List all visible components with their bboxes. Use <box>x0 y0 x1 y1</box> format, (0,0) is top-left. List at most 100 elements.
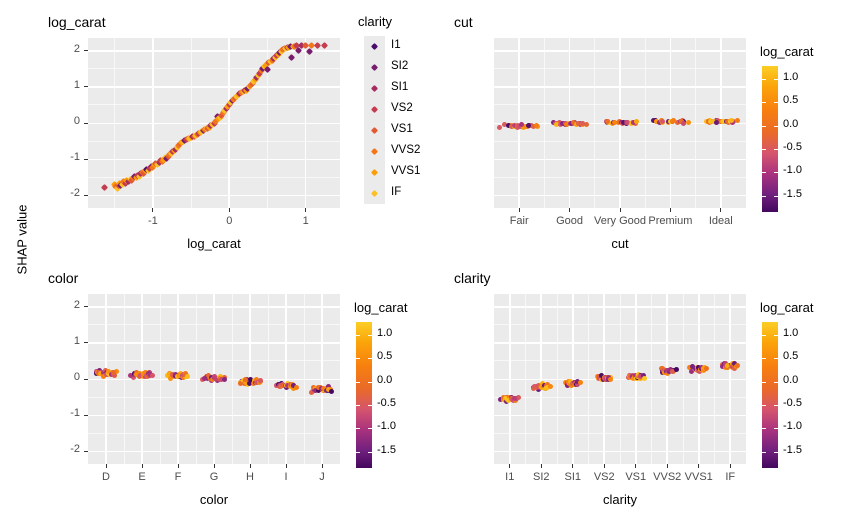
gridline-h-minor <box>88 140 340 142</box>
data-point <box>257 377 263 383</box>
data-point <box>670 368 676 374</box>
data-point <box>290 385 296 391</box>
y-tick-label: -2 <box>70 443 80 456</box>
x-tick-mark <box>635 464 637 468</box>
gridline-v-major <box>304 38 307 208</box>
data-point <box>579 120 585 126</box>
colorbar-tick <box>774 79 778 81</box>
colorbar-tick <box>774 172 778 174</box>
data-point <box>505 122 511 128</box>
gridline-v-major <box>729 294 732 464</box>
plot-area-cut <box>494 38 746 208</box>
x-tick-mark <box>572 464 574 468</box>
data-point <box>238 381 244 387</box>
gridline-v-major <box>152 38 154 208</box>
data-point <box>213 375 219 381</box>
data-point <box>502 122 508 128</box>
data-point <box>685 119 691 125</box>
colorbar-tick <box>774 451 778 453</box>
data-point <box>246 380 252 386</box>
data-point <box>725 362 731 368</box>
colorbar-tick <box>762 195 766 197</box>
colorbar-tick-label: -1.0 <box>783 164 802 177</box>
data-point <box>547 384 553 390</box>
data-point <box>530 123 536 129</box>
x-tick-mark <box>720 208 722 212</box>
gridline-v-minor <box>267 294 269 464</box>
colorbar-title: log_carat <box>760 300 814 315</box>
y-tick-mark <box>84 122 88 124</box>
gridline-v-major <box>508 294 511 464</box>
colorbar-tick-label: 0.0 <box>783 117 799 130</box>
x-tick-mark <box>729 464 731 468</box>
y-tick-mark <box>84 342 88 344</box>
data-point <box>689 364 695 370</box>
y-tick-mark <box>84 378 88 380</box>
legend-label: VS1 <box>391 123 413 135</box>
colorbar-tick <box>762 335 766 337</box>
x-tick-mark <box>698 464 700 468</box>
gridline-v-minor <box>195 294 197 464</box>
x-tick-label: 0 <box>226 215 233 227</box>
data-point <box>320 386 326 392</box>
data-point <box>100 373 106 379</box>
x-axis-title-clarity: clarity <box>603 492 637 507</box>
data-point <box>671 118 677 124</box>
gridline-v-minor <box>695 38 697 208</box>
y-tick-label: 0 <box>73 115 80 127</box>
y-tick-label: 0 <box>73 371 80 383</box>
x-tick-mark <box>603 464 605 468</box>
x-tick-mark <box>666 464 668 468</box>
y-tick-label: -1 <box>70 407 80 420</box>
y-tick-mark <box>84 450 88 452</box>
y-tick-label: -1 <box>70 151 80 164</box>
y-tick-label: 1 <box>73 334 80 347</box>
data-point <box>680 120 686 126</box>
legend-label: SI1 <box>391 81 409 93</box>
colorbar-title: log_carat <box>760 44 814 59</box>
x-tick-label: H <box>246 471 254 483</box>
gridline-v-major <box>285 294 287 464</box>
legend-clarity: clarity I1 SI2 SI1 VS2 VS1 VVS2 VVS1 IF <box>358 14 454 234</box>
gridline-h-minor <box>88 176 340 178</box>
colorbar-tick <box>368 428 372 430</box>
panel-cut: cut Fair Good Very Good Premium Ideal cut log_… <box>454 14 813 251</box>
y-tick-label: 2 <box>73 298 80 311</box>
plot-area-log_carat <box>88 38 340 208</box>
x-tick-label: G <box>209 471 219 483</box>
data-point <box>184 373 190 379</box>
data-point <box>735 363 741 369</box>
data-point <box>497 124 503 130</box>
x-tick-mark <box>321 464 323 468</box>
colorbar-tick <box>762 451 766 453</box>
x-tick-label: E <box>138 471 146 483</box>
legend-label: VS2 <box>391 102 413 114</box>
data-point <box>571 120 577 126</box>
data-point <box>511 395 517 401</box>
colorbar-tick-label: 1.0 <box>783 71 799 84</box>
y-tick-label: -2 <box>70 187 80 200</box>
panel-clarity: clarity I1 SI2 SI1 VS2 VS1 VVS2 VVS1 IF clarity l… <box>454 270 813 507</box>
data-point <box>535 384 541 390</box>
x-tick-mark <box>305 208 307 212</box>
data-point <box>621 119 626 125</box>
data-point <box>731 361 737 367</box>
data-point <box>172 372 178 378</box>
x-tick-label: 1 <box>302 215 309 227</box>
gridline-v-major <box>105 294 107 464</box>
colorbar-tick <box>762 358 766 360</box>
colorbar-tick <box>368 335 372 337</box>
gridline-h-major <box>88 86 340 88</box>
y-tick-mark <box>84 414 88 416</box>
data-point <box>243 377 249 383</box>
data-point <box>631 120 637 126</box>
data-point <box>703 366 709 372</box>
x-tick-label: J <box>319 471 325 483</box>
gridline-v-minor <box>303 294 305 464</box>
data-point <box>688 369 694 375</box>
colorbar-title: log_carat <box>354 300 408 315</box>
x-tick-mark <box>619 208 621 212</box>
x-tick-mark <box>669 208 671 212</box>
colorbar-tick <box>774 428 778 430</box>
data-point <box>130 374 136 380</box>
